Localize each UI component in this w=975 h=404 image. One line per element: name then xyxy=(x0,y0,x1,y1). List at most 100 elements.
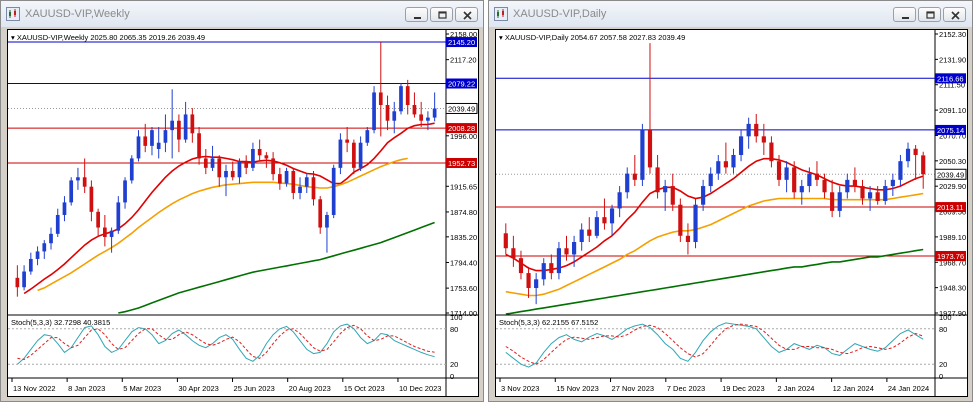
price-tick-label: 1794.40 xyxy=(450,258,477,267)
window-title: XAUUSD-VIP,Daily xyxy=(513,8,607,20)
candle-body xyxy=(183,114,188,140)
candle-body xyxy=(905,148,911,162)
candle-body xyxy=(163,130,168,143)
candle-body xyxy=(15,277,20,288)
stoch-signal-line xyxy=(505,323,924,365)
candle-body xyxy=(913,148,918,155)
candle-body xyxy=(921,155,926,175)
candle-body xyxy=(426,117,430,121)
price-tag: 2039.49 xyxy=(937,170,964,179)
title-bar[interactable]: XAUUSD-VIP,Daily xyxy=(489,1,972,27)
candle-body xyxy=(556,248,562,274)
price-tick-label: 1996.00 xyxy=(450,132,477,141)
time-tick-label: 8 Jan 2023 xyxy=(68,384,105,393)
candle-body xyxy=(372,92,376,131)
candle-body xyxy=(769,142,774,162)
price-tag: 2039.49 xyxy=(448,104,475,113)
moving-average-line xyxy=(505,157,924,272)
candle-body xyxy=(746,123,751,137)
chart-window-daily[interactable]: XAUUSD-VIP,Daily 2152.30 2131.90 2111.50 20… xyxy=(488,0,973,402)
candle-body xyxy=(830,192,835,211)
stoch-tick-label: 80 xyxy=(939,325,947,334)
price-tick-label: 1714.00 xyxy=(450,309,477,318)
candle-body xyxy=(123,180,127,203)
candle-body xyxy=(22,271,26,288)
price-tag: 2013.11 xyxy=(937,203,964,212)
candle-body xyxy=(116,202,121,231)
price-tag-box xyxy=(446,123,477,134)
moving-average-line xyxy=(23,122,435,295)
restore-button[interactable] xyxy=(430,7,453,22)
candle-body xyxy=(534,279,539,289)
price-tag-box xyxy=(935,124,966,135)
time-tick-label: 2 Jan 2024 xyxy=(777,384,814,393)
restore-button[interactable] xyxy=(918,7,941,22)
price-tick-label: 2158.00 xyxy=(450,30,477,39)
stoch-tick-label: 0 xyxy=(450,372,454,381)
symbol-label: ▾ XAUUSD-VIP,Daily 2054.67 2057.58 2027.… xyxy=(499,33,685,42)
stoch-tick-label: 80 xyxy=(450,325,458,334)
price-tick-label: 2152.30 xyxy=(939,30,966,39)
candle-body xyxy=(55,214,60,234)
stoch-tick-label: 100 xyxy=(939,313,952,322)
moving-average-line xyxy=(505,192,924,297)
time-tick-label: 15 Oct 2023 xyxy=(344,384,385,393)
candle-body xyxy=(807,173,812,187)
candle-body xyxy=(210,158,215,168)
candle-body xyxy=(875,192,880,201)
candle-body xyxy=(655,167,660,193)
candle-body xyxy=(392,111,397,121)
candle-body xyxy=(345,139,349,143)
close-button[interactable] xyxy=(455,7,478,22)
candle-body xyxy=(318,199,323,228)
candle-body xyxy=(883,186,888,201)
candle-body xyxy=(399,86,403,112)
candle-body xyxy=(738,136,744,155)
candle-body xyxy=(129,158,134,181)
candle-body xyxy=(405,86,410,106)
title-bar[interactable]: XAUUSD-VIP,Weekly xyxy=(1,1,483,27)
chart-area[interactable]: 2158.002117.202079.222039.491996.001955.… xyxy=(7,29,479,397)
price-tag-box xyxy=(446,157,477,168)
candle-body xyxy=(518,258,524,274)
price-tag-box xyxy=(445,102,478,114)
price-tag-box xyxy=(934,168,967,180)
minimize-button[interactable] xyxy=(893,7,916,22)
minimize-button[interactable] xyxy=(405,7,428,22)
price-tick-label: 2131.90 xyxy=(939,55,966,64)
chart-window-icon xyxy=(6,7,20,21)
candle-body xyxy=(890,179,895,187)
chart-area[interactable]: 2152.30 2131.90 2111.50 2091.10 2070.70 2050.… xyxy=(495,29,968,397)
candle-body xyxy=(311,177,316,200)
close-button[interactable] xyxy=(943,7,966,22)
stoch-main-line xyxy=(505,322,924,368)
time-tick-label: 27 Nov 2023 xyxy=(612,384,655,393)
chart-window-weekly[interactable]: XAUUSD-VIP,Weekly 2158.00 2117.20 2079.22 2… xyxy=(0,0,484,402)
candle-body xyxy=(385,105,390,121)
candle-body xyxy=(291,170,296,193)
price-tick-label: 2117.20 xyxy=(450,56,477,65)
candle-body xyxy=(177,120,181,140)
time-tick-label: 25 Jun 2023 xyxy=(234,384,275,393)
price-tag: 2008.28 xyxy=(448,124,475,133)
candle-body xyxy=(503,233,508,249)
price-tick-label: 1927.90 xyxy=(939,309,966,318)
price-tick-label: 1753.60 xyxy=(450,284,477,293)
candle-body xyxy=(35,251,40,259)
candle-body xyxy=(867,192,873,199)
price-tick-label: 2091.10 xyxy=(939,106,966,115)
candle-body xyxy=(541,263,546,280)
candle-body xyxy=(511,248,516,259)
candlestick-chart[interactable]: 2158.002117.202079.222039.491996.001955.… xyxy=(8,30,478,396)
window-title: XAUUSD-VIP,Weekly xyxy=(25,8,130,20)
candle-body xyxy=(217,158,222,178)
candle-body xyxy=(277,174,282,184)
candle-body xyxy=(89,186,94,212)
price-tag: 2116.66 xyxy=(937,74,964,83)
candlestick-chart[interactable]: 2152.30 2131.90 2111.50 2091.10 2070.70 2050.… xyxy=(496,30,967,396)
candle-body xyxy=(197,133,201,159)
candle-body xyxy=(594,217,599,236)
candle-body xyxy=(678,204,683,236)
candle-body xyxy=(814,173,820,180)
price-tick-label: 2070.70 xyxy=(939,131,966,140)
